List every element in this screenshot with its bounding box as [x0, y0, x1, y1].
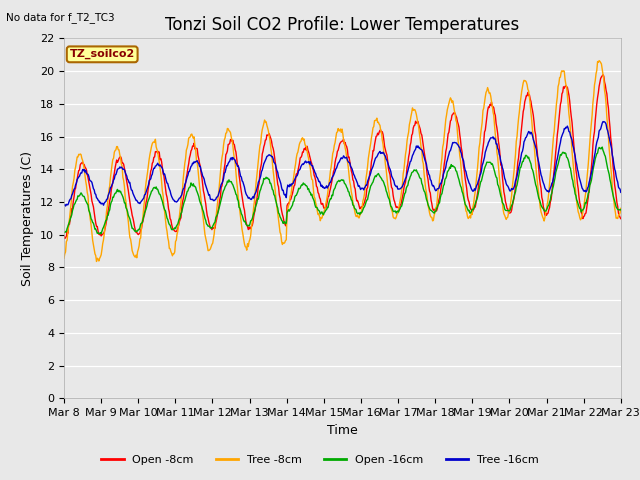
Title: Tonzi Soil CO2 Profile: Lower Temperatures: Tonzi Soil CO2 Profile: Lower Temperatur… [165, 16, 520, 34]
Text: TZ_soilco2: TZ_soilco2 [70, 49, 135, 60]
Y-axis label: Soil Temperatures (C): Soil Temperatures (C) [22, 151, 35, 286]
Legend: Open -8cm, Tree -8cm, Open -16cm, Tree -16cm: Open -8cm, Tree -8cm, Open -16cm, Tree -… [97, 451, 543, 469]
X-axis label: Time: Time [327, 424, 358, 437]
Text: No data for f_T2_TC3: No data for f_T2_TC3 [6, 12, 115, 23]
